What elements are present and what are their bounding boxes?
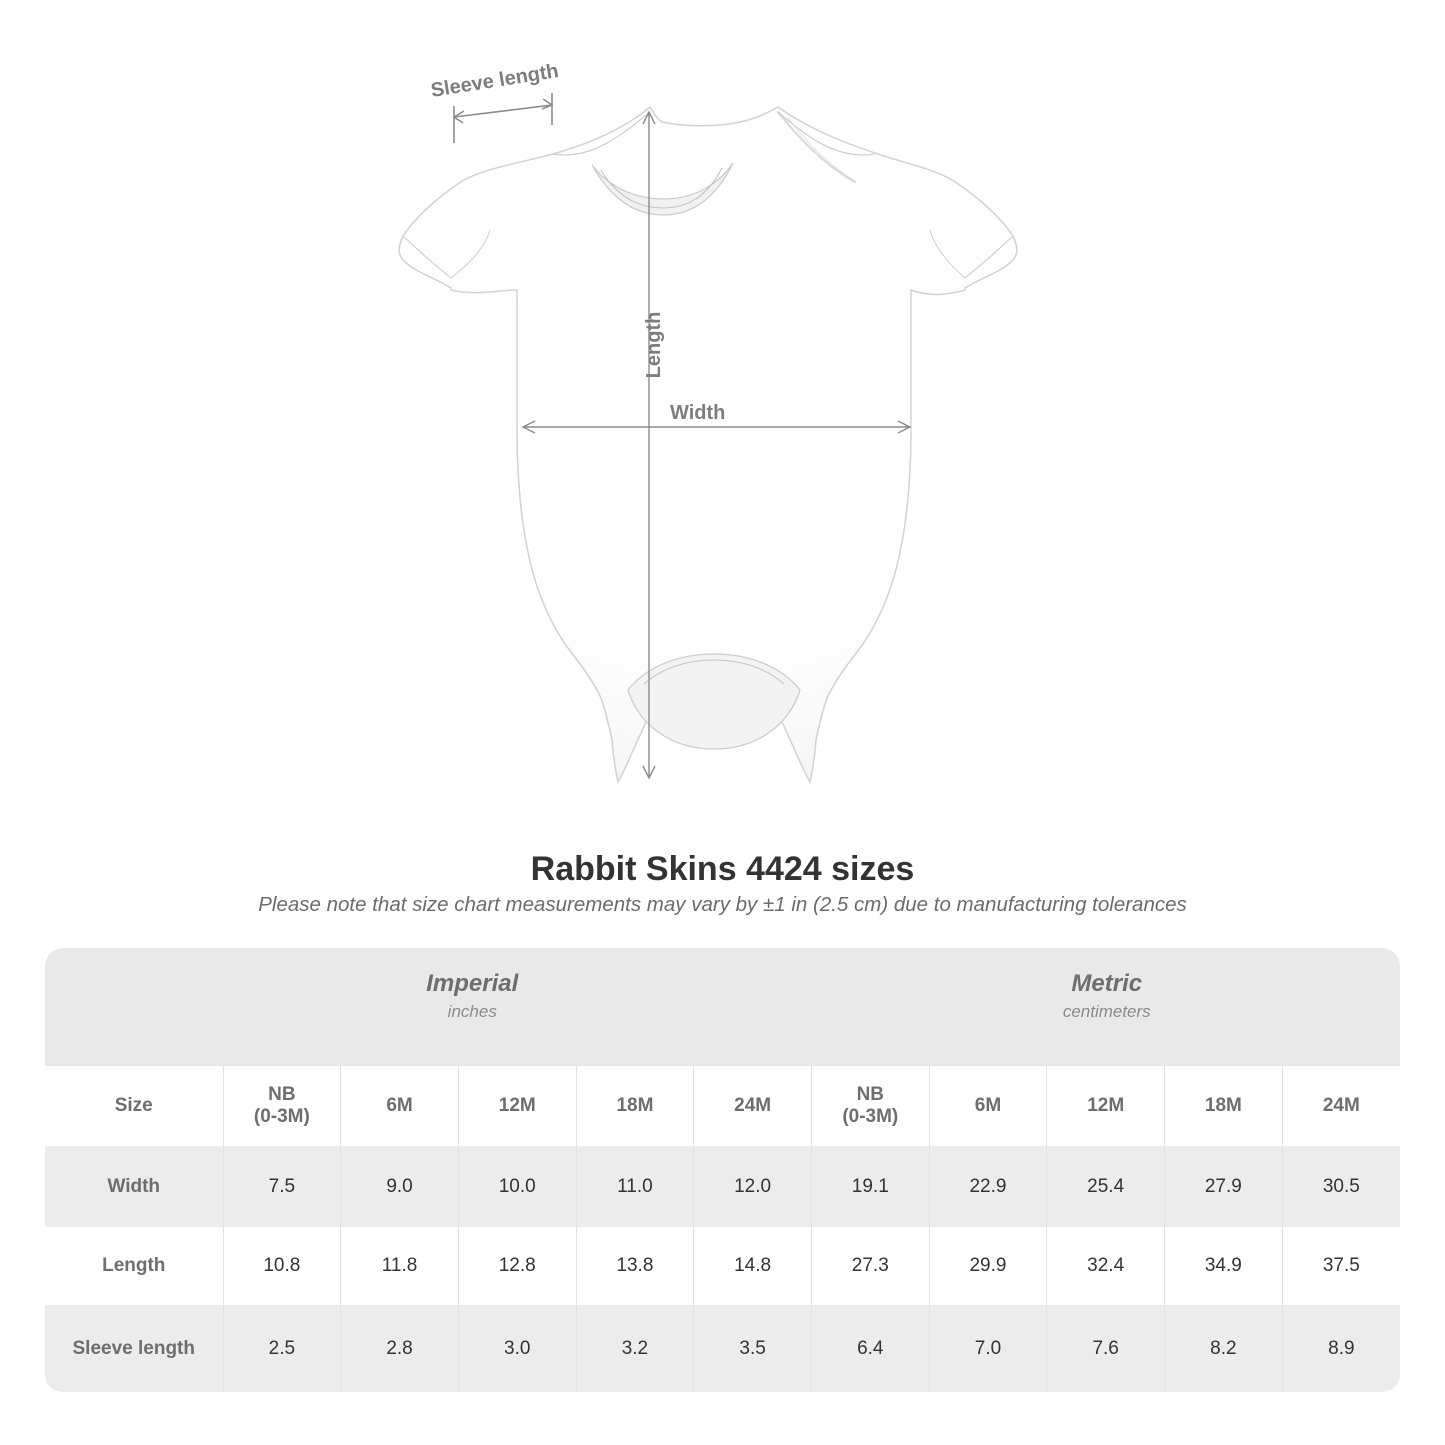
svg-text:Length: Length — [643, 312, 665, 379]
svg-text:Sleeve length: Sleeve length — [429, 60, 560, 102]
svg-text:Width: Width — [670, 402, 725, 424]
